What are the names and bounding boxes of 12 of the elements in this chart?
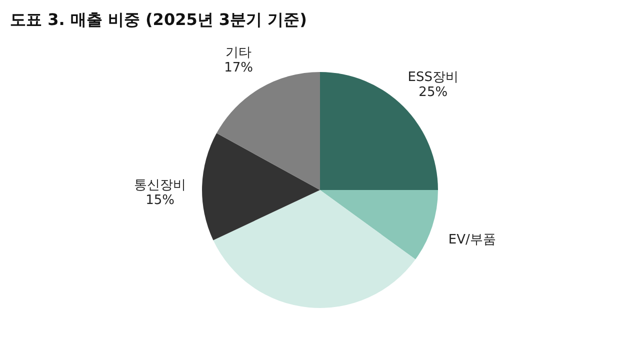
data-label: 25% [418, 84, 448, 100]
slice-label: EV/부품 [448, 232, 496, 248]
pie-slice [202, 133, 320, 240]
pie-slice [320, 190, 438, 260]
data-label: 15% [146, 192, 175, 208]
slice-label: ESS장비 [408, 70, 458, 85]
data-label: 17% [224, 60, 254, 76]
slice-label: 통신장비 [134, 178, 186, 193]
pie-slice [213, 190, 416, 308]
pie-slice [216, 72, 320, 190]
chart-title: 도표 3. 매출 비중 (2025년 3분기 기준) [10, 10, 307, 29]
slice-label: 기타 [226, 45, 252, 60]
